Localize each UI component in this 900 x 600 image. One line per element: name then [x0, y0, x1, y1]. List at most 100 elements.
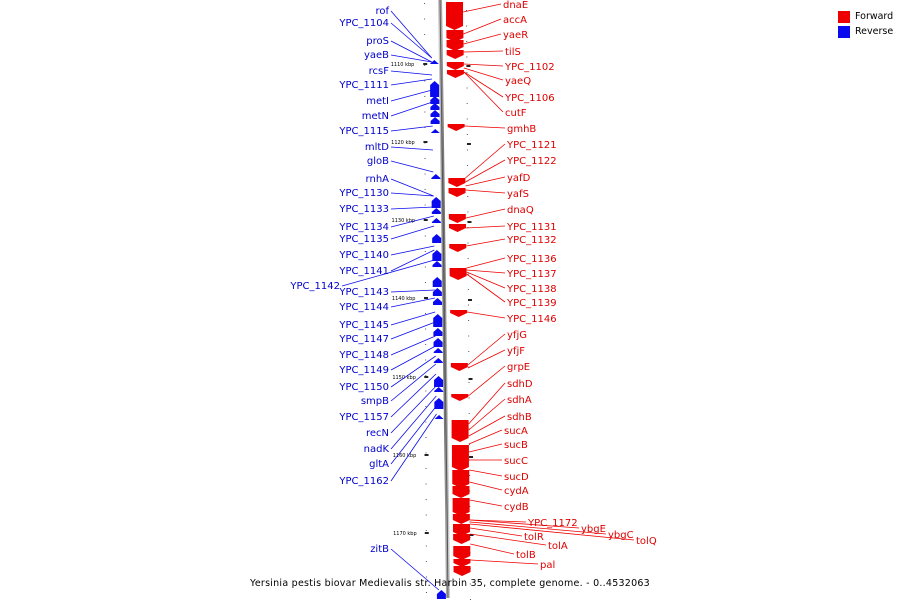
forward-gene-label[interactable]: tolB: [516, 550, 536, 561]
forward-gene-feature[interactable]: [453, 534, 471, 544]
reverse-gene-feature[interactable]: [429, 60, 439, 64]
reverse-gene-label[interactable]: YPC_1150: [338, 382, 389, 393]
forward-gene-feature[interactable]: [450, 363, 468, 371]
forward-gene-label[interactable]: grpE: [507, 362, 530, 373]
forward-gene-label[interactable]: cydB: [504, 502, 529, 513]
reverse-gene-label[interactable]: rcsF: [369, 66, 390, 77]
reverse-gene-label[interactable]: YPC_1130: [338, 188, 389, 199]
reverse-gene-feature[interactable]: [433, 328, 443, 336]
forward-gene-label[interactable]: accA: [503, 15, 527, 26]
reverse-gene-feature[interactable]: [430, 110, 440, 117]
forward-gene-label[interactable]: sucA: [504, 426, 528, 437]
reverse-gene-feature[interactable]: [436, 590, 446, 599]
reverse-gene-feature[interactable]: [434, 398, 444, 409]
forward-gene-feature[interactable]: [453, 566, 471, 576]
forward-gene-label[interactable]: yfjG: [507, 330, 527, 341]
forward-gene-label[interactable]: YPC_1122: [506, 156, 557, 167]
reverse-gene-label[interactable]: YPC_1141: [338, 266, 389, 277]
forward-gene-feature[interactable]: [452, 524, 470, 536]
reverse-gene-label[interactable]: metN: [362, 111, 389, 122]
forward-gene-feature[interactable]: [450, 310, 468, 317]
reverse-gene-label[interactable]: yaeB: [364, 50, 389, 61]
forward-gene-label[interactable]: YPC_1106: [504, 93, 555, 104]
forward-gene-label[interactable]: YPC_1172: [527, 518, 578, 529]
reverse-gene-feature[interactable]: [433, 314, 443, 327]
reverse-gene-feature[interactable]: [433, 358, 443, 363]
reverse-gene-label[interactable]: smpB: [361, 396, 389, 407]
reverse-gene-label[interactable]: YPC_1162: [338, 476, 389, 487]
reverse-gene-label[interactable]: proS: [366, 36, 389, 47]
forward-gene-label[interactable]: cydA: [504, 486, 529, 497]
forward-gene-feature[interactable]: [446, 50, 464, 59]
reverse-gene-label[interactable]: YPC_1111: [338, 80, 389, 91]
reverse-gene-label[interactable]: YPC_1148: [338, 350, 389, 361]
forward-gene-feature[interactable]: [446, 70, 464, 78]
forward-gene-label[interactable]: YPC_1137: [506, 269, 557, 280]
forward-gene-feature[interactable]: [448, 224, 466, 232]
forward-gene-label[interactable]: sdhA: [507, 395, 532, 406]
forward-gene-label[interactable]: yfjF: [507, 346, 525, 357]
reverse-gene-label[interactable]: YPC_1134: [338, 222, 389, 233]
reverse-gene-label[interactable]: gltA: [369, 459, 389, 470]
forward-gene-label[interactable]: sucD: [504, 472, 529, 483]
reverse-gene-feature[interactable]: [433, 338, 443, 347]
forward-gene-feature[interactable]: [453, 559, 471, 567]
reverse-gene-label[interactable]: YPC_1115: [338, 126, 389, 137]
reverse-gene-feature[interactable]: [431, 197, 441, 208]
reverse-gene-feature[interactable]: [430, 81, 440, 97]
reverse-gene-label[interactable]: mltD: [365, 142, 389, 153]
forward-gene-feature[interactable]: [448, 214, 466, 223]
forward-gene-label[interactable]: gmhB: [507, 124, 536, 135]
reverse-gene-feature[interactable]: [434, 376, 444, 387]
reverse-gene-label[interactable]: YPC_1140: [338, 250, 389, 261]
reverse-gene-label[interactable]: YPC_1145: [338, 320, 389, 331]
forward-gene-feature[interactable]: [446, 40, 464, 51]
reverse-gene-feature[interactable]: [432, 277, 442, 287]
forward-gene-label[interactable]: dnaE: [503, 0, 528, 11]
reverse-gene-label[interactable]: metI: [366, 96, 389, 107]
forward-gene-label[interactable]: tolR: [524, 532, 544, 543]
forward-gene-label[interactable]: tolA: [548, 541, 568, 552]
reverse-gene-label[interactable]: YPC_1104: [338, 18, 389, 29]
forward-gene-label[interactable]: YPC_1131: [506, 222, 557, 233]
reverse-gene-feature[interactable]: [430, 103, 440, 110]
reverse-gene-feature[interactable]: [431, 208, 441, 214]
forward-gene-feature[interactable]: [453, 546, 471, 560]
reverse-gene-feature[interactable]: [434, 387, 444, 392]
forward-gene-label[interactable]: tolQ: [636, 536, 657, 547]
reverse-gene-label[interactable]: YPC_1144: [338, 302, 389, 313]
reverse-gene-label[interactable]: zitB: [370, 544, 389, 555]
forward-gene-feature[interactable]: [446, 30, 464, 42]
forward-gene-feature[interactable]: [446, 62, 464, 70]
reverse-gene-label[interactable]: YPC_1135: [338, 234, 389, 245]
forward-gene-feature[interactable]: [451, 445, 469, 471]
forward-gene-feature[interactable]: [452, 498, 470, 516]
reverse-gene-feature[interactable]: [433, 298, 442, 305]
reverse-gene-label[interactable]: YPC_1149: [338, 365, 389, 376]
forward-gene-label[interactable]: yafS: [507, 189, 529, 200]
forward-gene-label[interactable]: ybgE: [581, 524, 606, 535]
forward-gene-feature[interactable]: [448, 188, 466, 197]
reverse-gene-label[interactable]: gloB: [367, 156, 389, 167]
reverse-gene-label[interactable]: YPC_1142: [289, 281, 340, 292]
forward-gene-label[interactable]: ybgC: [608, 530, 634, 541]
forward-gene-label[interactable]: yaeR: [503, 30, 528, 41]
forward-gene-label[interactable]: YPC_1136: [506, 254, 557, 265]
reverse-gene-feature[interactable]: [430, 129, 440, 133]
forward-gene-label[interactable]: pal: [540, 560, 555, 571]
reverse-gene-feature[interactable]: [432, 250, 442, 261]
reverse-gene-feature[interactable]: [432, 288, 442, 296]
forward-gene-feature[interactable]: [452, 514, 470, 524]
forward-gene-label[interactable]: sucB: [504, 440, 528, 451]
forward-gene-label[interactable]: dnaQ: [507, 205, 534, 216]
reverse-gene-label[interactable]: YPC_1147: [338, 334, 389, 345]
reverse-gene-feature[interactable]: [430, 117, 440, 124]
forward-gene-label[interactable]: YPC_1139: [506, 298, 557, 309]
forward-gene-feature[interactable]: [451, 394, 469, 401]
reverse-gene-feature[interactable]: [430, 96, 440, 104]
forward-gene-label[interactable]: yafD: [507, 173, 531, 184]
forward-gene-feature[interactable]: [449, 244, 467, 252]
reverse-gene-label[interactable]: YPC_1157: [338, 412, 389, 423]
reverse-gene-label[interactable]: recN: [366, 428, 389, 439]
forward-gene-label[interactable]: YPC_1138: [506, 284, 557, 295]
